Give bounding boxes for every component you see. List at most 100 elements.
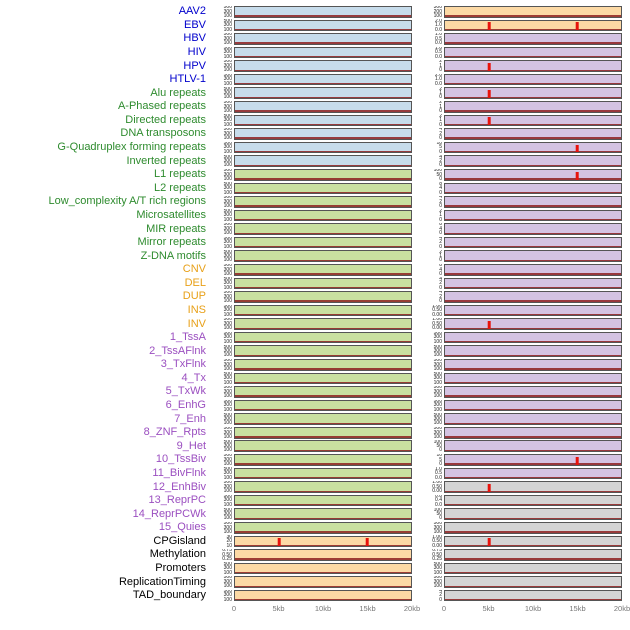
left-track-panel [234,277,412,290]
track-row: 6_EnhG 500 300 100 500 300 100 [0,399,630,413]
baseline [445,599,621,601]
right-y-axis-ticks: 10 5 0 [436,453,442,466]
left-y-axis-ticks: 500 300 100 [223,358,232,371]
right-y-axis-ticks: 1.0 0.5 0.0 [435,467,442,480]
baseline [235,164,411,166]
baseline [235,259,411,261]
left-track-panel [234,155,412,167]
left-track-panel [234,413,412,425]
x-axis-tick-label: 5kb [272,604,285,614]
track-label: 8_ZNF_Rpts [143,426,206,439]
left-y-axis-ticks: 500 300 100 [223,168,232,181]
left-track-panel [234,562,412,575]
right-track-panel [444,250,622,262]
track-row: 7_Enh 500 300 100 500 300 100 [0,412,630,426]
baseline [235,110,411,112]
left-track-panel [234,304,412,317]
baseline [235,341,411,343]
right-y-axis-ticks: 100 50 0 [433,508,442,521]
left-track-panel [234,33,412,45]
track-row: 1_TssA 500 300 100 500 300 100 [0,331,630,345]
right-track-panel [444,562,622,575]
left-track-panel [234,535,412,548]
right-track-panel [444,291,622,303]
axis-spacer-ticks-col [210,602,234,618]
baseline [235,490,411,492]
right-track-panel [444,168,622,181]
right-track-panel [444,454,622,466]
track-row: 12_EnhBiv 500 300 100 1.00 0.50 0.00 [0,480,630,494]
baseline [235,571,411,574]
baseline [445,381,621,384]
right-track-panel [444,46,622,59]
baseline [235,436,411,438]
baseline [445,395,621,397]
track-label: Inverted repeats [126,154,207,167]
right-track-panel [444,73,622,86]
track-label: A-Phased repeats [117,100,206,113]
track-row: 8_ZNF_Rpts 500 300 100 500 300 100 [0,426,630,440]
right-track-panel [444,60,622,72]
track-label: 9_Het [176,439,206,452]
baseline [235,463,411,465]
left-y-axis-ticks: 500 300 100 [223,331,232,344]
right-track-panel [444,155,622,167]
baseline [235,531,411,533]
right-track-panel [444,263,622,276]
right-y-axis-ticks: 1.00 0.50 0.00 [432,304,442,317]
baseline [235,178,411,180]
left-y-axis-ticks: 500 300 100 [223,209,232,222]
left-y-axis-ticks: 500 300 100 [223,182,232,195]
right-track-panel [444,128,622,140]
right-y-axis-ticks: 0.75 0.50 0.25 [432,548,442,561]
track-label: DNA transposons [120,127,206,140]
left-y-axis-ticks: 500 300 100 [223,521,232,534]
right-track-panel [444,5,622,18]
right-track-panel [444,440,622,453]
left-track-panel [234,182,412,195]
left-y-axis-ticks: 500 300 100 [223,508,232,521]
baseline [445,218,621,221]
track-row: INS 500 300 100 1.00 0.50 0.00 [0,304,630,318]
right-track-panel [444,589,622,602]
right-y-axis-ticks: 2.0 1.0 0.0 [435,19,442,32]
right-track-panel [444,33,622,45]
track-label: AAV2 [178,5,206,18]
baseline [235,137,411,139]
left-y-axis-ticks: 500 300 100 [223,453,232,466]
left-y-axis-ticks: 500 300 100 [223,290,232,303]
right-y-axis-ticks: 2.0 1.0 0.0 [435,73,442,86]
baseline [235,504,411,506]
left-track-panel [234,440,412,453]
left-y-axis-ticks: 500 300 100 [223,345,232,358]
right-track-panel [444,345,622,358]
left-track-panel [234,19,412,32]
right-track-panel [444,209,622,222]
baseline [445,191,621,194]
right-track-panel [444,549,622,561]
track-label: DEL [184,276,206,289]
right-track-panel [444,277,622,290]
right-y-axis-ticks: 500 300 100 [433,426,442,439]
baseline [445,83,621,85]
track-label: INS [187,304,206,316]
baseline [445,531,621,533]
baseline [235,28,411,31]
left-track-panel [234,87,412,100]
baseline [445,314,621,316]
left-track-panel [234,101,412,113]
left-y-axis-ticks: 500 300 100 [223,467,232,480]
track-label: 2_TssAFlnk [149,344,206,357]
